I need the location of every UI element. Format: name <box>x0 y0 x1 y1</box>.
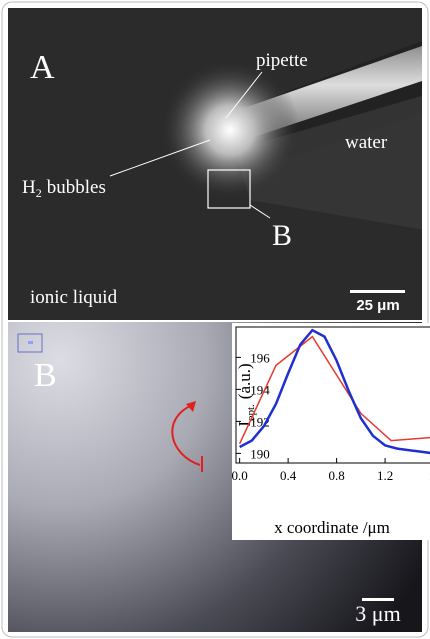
label: ionic liquid <box>30 287 118 308</box>
label: B <box>272 219 292 252</box>
x-tick-label: 0.8 <box>328 468 344 483</box>
label: H2 bubbles <box>22 177 106 200</box>
label-sub: 2 <box>36 186 42 200</box>
label: pipette <box>256 50 308 71</box>
scale-label: 3 μm <box>355 601 400 626</box>
label-main: H <box>22 177 36 198</box>
x-axis-label: x coordinate /μm <box>274 518 390 537</box>
x-tick-label: 0.4 <box>280 468 297 483</box>
panel-label: A <box>30 49 55 86</box>
y-tick-label: 190 <box>250 446 270 461</box>
y-tick-label: 196 <box>250 350 270 365</box>
x-tick-label: 0.0 <box>232 468 248 483</box>
scale-bar <box>350 290 405 293</box>
figure: A pipette water H2 bubbles B ionic liquid… <box>0 0 430 639</box>
label: water <box>345 132 388 153</box>
x-tick-label: 1.2 <box>377 468 393 483</box>
label-rest: bubbles <box>47 177 106 198</box>
marker <box>28 341 33 344</box>
scale-label: 25 μm <box>356 297 399 314</box>
panel-label: B <box>34 357 57 394</box>
